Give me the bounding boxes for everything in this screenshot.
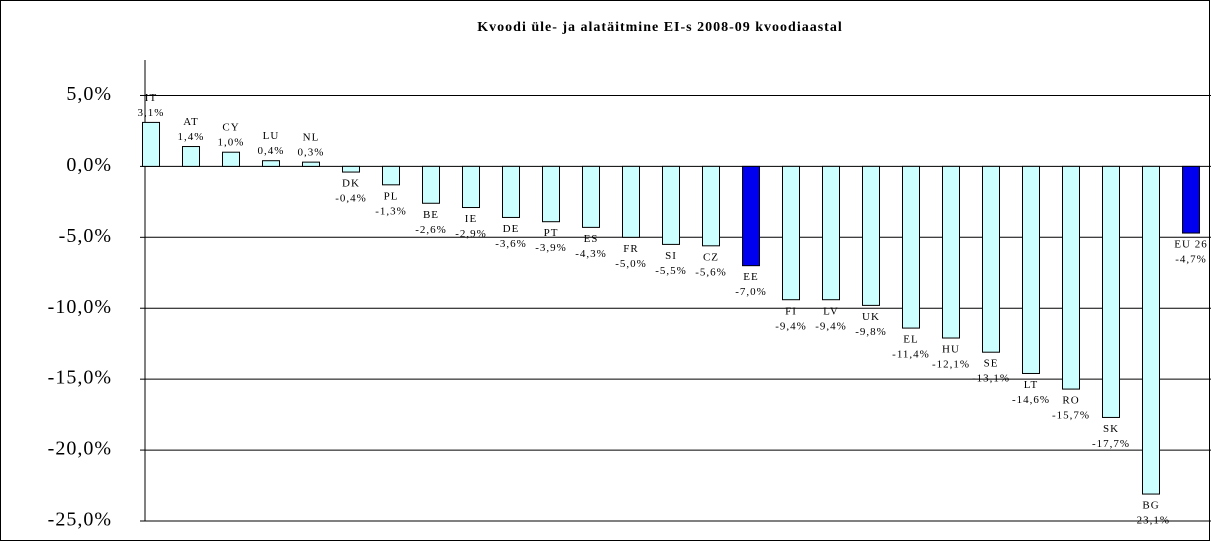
category-label: FI bbox=[785, 305, 797, 317]
bar bbox=[342, 165, 360, 173]
bar bbox=[582, 165, 600, 228]
category-label: AT bbox=[183, 116, 198, 128]
y-tick-label: -5,0% bbox=[59, 225, 112, 247]
bar bbox=[782, 165, 800, 301]
category-label: LV bbox=[823, 305, 839, 317]
value-label: -5,0% bbox=[615, 258, 647, 270]
bar bbox=[1102, 165, 1120, 418]
category-label: EL bbox=[903, 334, 918, 346]
bar bbox=[422, 165, 440, 204]
value-label: -11,4% bbox=[892, 349, 930, 361]
category-label: EE bbox=[743, 271, 758, 283]
bar bbox=[942, 165, 960, 339]
category-label: RO bbox=[1062, 395, 1079, 407]
category-label: CZ bbox=[703, 251, 719, 263]
category-label: UK bbox=[862, 311, 880, 323]
value-label: -12,1% bbox=[932, 359, 970, 371]
bar bbox=[1022, 165, 1040, 374]
value-label: -23,1% bbox=[1132, 515, 1170, 527]
value-label: 1,4% bbox=[178, 131, 205, 143]
category-label: CY bbox=[222, 122, 239, 134]
value-label: -3,6% bbox=[495, 238, 527, 250]
category-label: DK bbox=[342, 178, 360, 190]
bar bbox=[382, 165, 400, 186]
bar bbox=[1182, 165, 1200, 234]
bar bbox=[1062, 165, 1080, 390]
value-label: 1,0% bbox=[218, 137, 245, 149]
bar bbox=[182, 146, 200, 167]
bar bbox=[542, 165, 560, 223]
category-label: BE bbox=[423, 209, 439, 221]
value-label: 3,1% bbox=[138, 107, 165, 119]
bar bbox=[462, 165, 480, 209]
category-label: PT bbox=[544, 227, 559, 239]
category-label: EU 26 bbox=[1174, 239, 1207, 251]
category-label: PL bbox=[384, 190, 399, 202]
value-label: 0,4% bbox=[258, 145, 285, 157]
value-label: -2,9% bbox=[455, 228, 487, 240]
chart-title: Kvoodi üle- ja alatäitmine EI-s 2008-09 … bbox=[477, 20, 842, 35]
category-label: LT bbox=[1024, 379, 1038, 391]
y-tick-label: -25,0% bbox=[48, 509, 112, 531]
category-label: DE bbox=[503, 223, 520, 235]
value-label: -15,7% bbox=[1052, 410, 1090, 422]
y-tick-label: 5,0% bbox=[66, 83, 112, 105]
bar bbox=[1142, 165, 1160, 495]
y-tick-label: 0,0% bbox=[66, 154, 112, 176]
bar bbox=[862, 165, 880, 306]
value-label: -4,7% bbox=[1175, 254, 1207, 266]
value-label: -3,9% bbox=[535, 242, 567, 254]
value-label: -14,6% bbox=[1012, 394, 1050, 406]
category-label: SK bbox=[1103, 423, 1119, 435]
category-label: LU bbox=[263, 130, 280, 142]
bar bbox=[702, 165, 720, 247]
value-label: 0,3% bbox=[298, 147, 325, 159]
bar bbox=[662, 165, 680, 245]
value-label: -7,0% bbox=[735, 286, 767, 298]
bar bbox=[262, 160, 280, 167]
value-label: -1,3% bbox=[375, 205, 407, 217]
value-label: -2,6% bbox=[415, 224, 447, 236]
value-label: -4,3% bbox=[575, 248, 607, 260]
y-tick-label: -10,0% bbox=[48, 296, 112, 318]
bar bbox=[302, 161, 320, 167]
category-label: NL bbox=[303, 132, 320, 144]
y-tick-label: -20,0% bbox=[48, 438, 112, 460]
bar bbox=[142, 121, 160, 167]
bar bbox=[502, 165, 520, 218]
bar bbox=[982, 165, 1000, 353]
category-label: BG bbox=[1142, 500, 1159, 512]
y-tick-label: -15,0% bbox=[48, 367, 112, 389]
category-label: SE bbox=[984, 358, 999, 370]
category-label: ES bbox=[584, 233, 599, 245]
value-label: -9,4% bbox=[815, 320, 847, 332]
category-label: FR bbox=[623, 243, 638, 255]
bar bbox=[822, 165, 840, 301]
category-label: IE bbox=[465, 213, 477, 225]
value-label: -5,5% bbox=[655, 265, 687, 277]
value-label: -0,4% bbox=[335, 193, 367, 205]
category-label: SI bbox=[665, 250, 677, 262]
value-label: -17,7% bbox=[1092, 438, 1130, 450]
value-label: -9,8% bbox=[855, 326, 887, 338]
value-label: -13,1% bbox=[972, 373, 1010, 385]
category-label: HU bbox=[942, 344, 960, 356]
bar bbox=[622, 165, 640, 238]
category-label: IT bbox=[145, 92, 157, 104]
value-label: -9,4% bbox=[775, 320, 807, 332]
bar bbox=[742, 165, 760, 267]
value-label: -5,6% bbox=[695, 266, 727, 278]
bar bbox=[902, 165, 920, 329]
bar bbox=[222, 151, 240, 167]
